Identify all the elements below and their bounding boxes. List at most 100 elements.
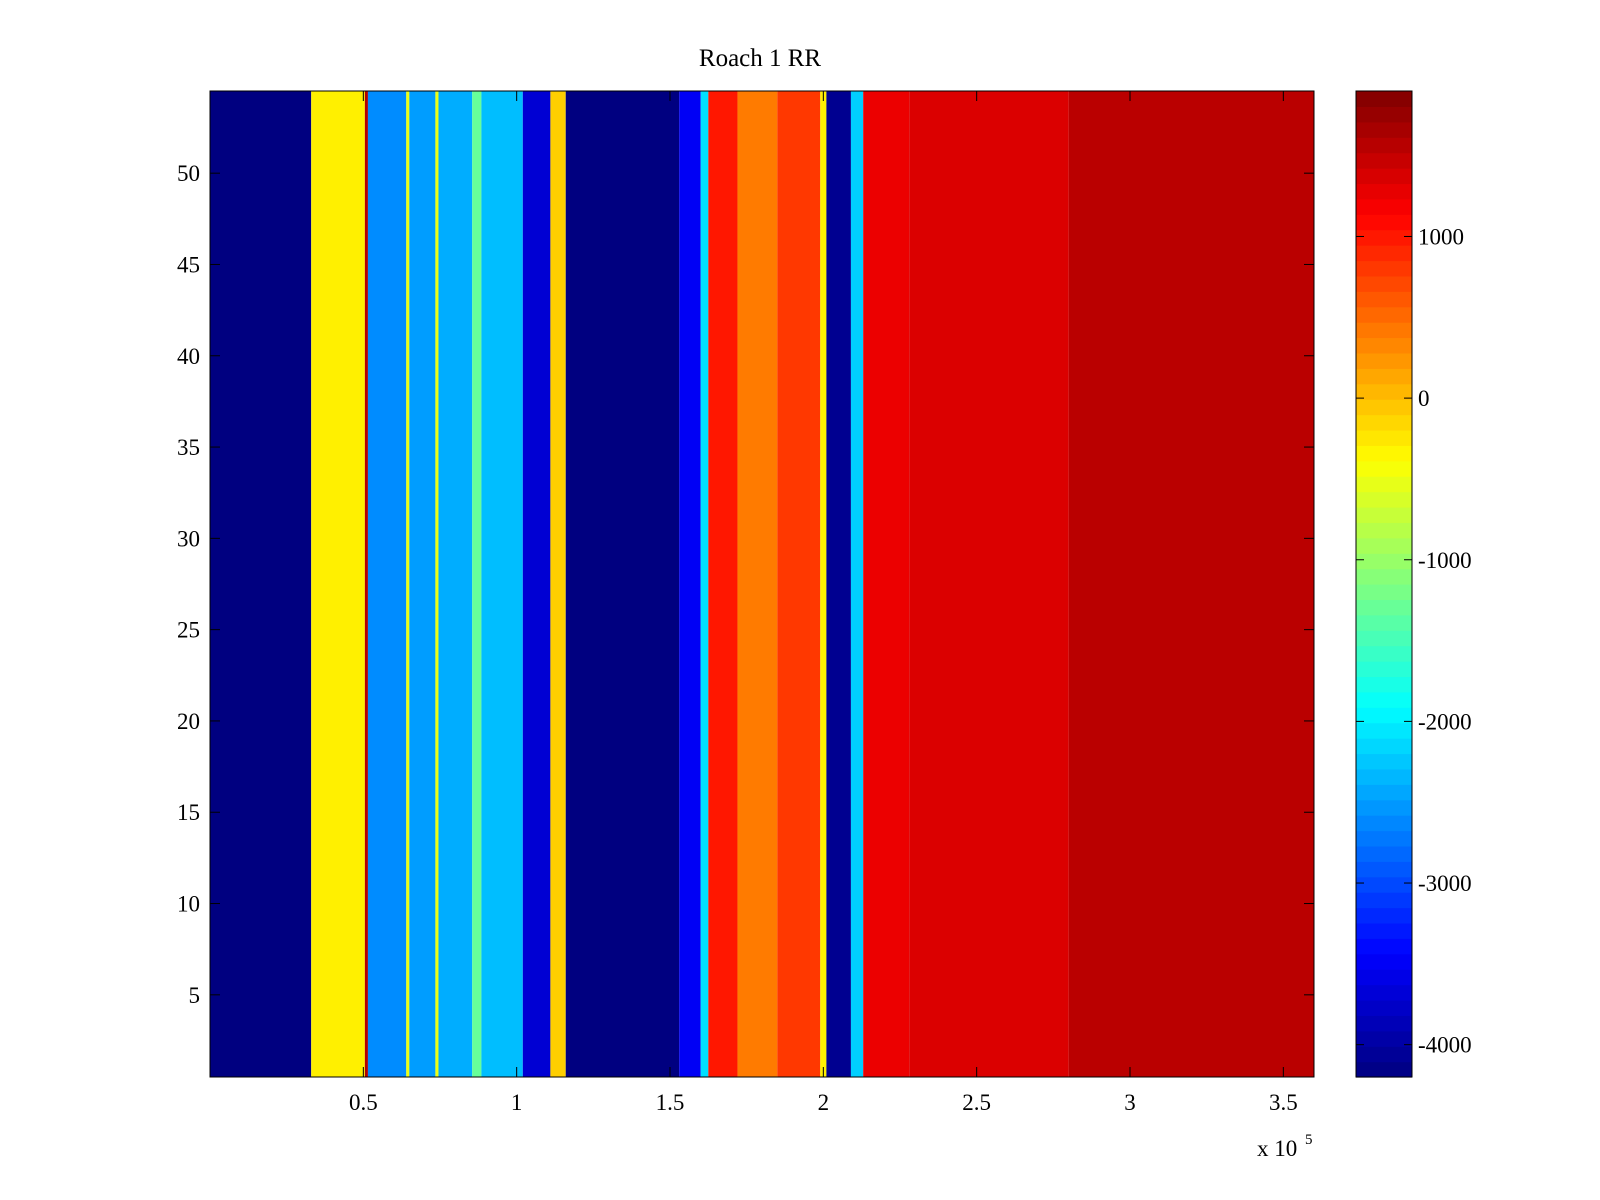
colorbar-segment: [1356, 476, 1412, 493]
colorbar-tick-label: -3000: [1418, 871, 1472, 896]
colorbar-segment: [1356, 614, 1412, 631]
y-tick-label: 10: [177, 892, 200, 917]
heatmap-band: [700, 91, 709, 1077]
x-tick-label: 0.5: [349, 1090, 378, 1115]
colorbar-segment: [1356, 815, 1412, 832]
x-tick-label: 2.5: [962, 1090, 991, 1115]
colorbar-segment: [1356, 892, 1412, 909]
colorbar-segment: [1356, 953, 1412, 970]
x-tick-label: 1: [511, 1090, 523, 1115]
colorbar-segment: [1356, 383, 1412, 400]
colorbar-segment: [1356, 352, 1412, 369]
heatmap-band: [737, 91, 778, 1077]
x-exponent-label: x 10 5: [1257, 1132, 1313, 1161]
colorbar-segment: [1356, 922, 1412, 939]
heatmap-band: [481, 91, 523, 1077]
colorbar-segment: [1356, 876, 1412, 893]
colorbar-segment: [1356, 275, 1412, 292]
colorbar-segment: [1356, 630, 1412, 647]
colorbar-segment: [1356, 414, 1412, 431]
heatmap-band: [364, 91, 368, 1077]
heatmap-band: [522, 91, 551, 1077]
colorbar-segment: [1356, 584, 1412, 601]
chart-title: Roach 1 RR: [699, 45, 822, 72]
heatmap-band: [1068, 91, 1314, 1077]
heatmap-band: [863, 91, 910, 1077]
colorbar-segment: [1356, 799, 1412, 816]
colorbar-segment: [1356, 707, 1412, 724]
colorbar-segment: [1356, 91, 1412, 108]
heatmap-band: [850, 91, 864, 1077]
heatmap-band: [435, 91, 439, 1077]
heatmap-band: [550, 91, 566, 1077]
y-tick-label: 25: [177, 618, 200, 643]
heatmap-band: [311, 91, 365, 1077]
colorbar-segment: [1356, 1061, 1412, 1078]
colorbar-segment: [1356, 645, 1412, 662]
colorbar-segment: [1356, 568, 1412, 585]
heatmap-band: [367, 91, 407, 1077]
heatmap-band: [409, 91, 436, 1077]
heatmap-band: [820, 91, 827, 1077]
colorbar-segment: [1356, 198, 1412, 215]
y-tick-label: 40: [177, 344, 200, 369]
y-axis: 5 10 15 20 25 30 35 40 45 50: [177, 161, 1314, 1008]
x-tick-label: 3: [1124, 1090, 1136, 1115]
colorbar-segment: [1356, 784, 1412, 801]
colorbar-segment: [1356, 753, 1412, 770]
colorbar-frame: [1355, 90, 1413, 1078]
colorbar-segment: [1356, 137, 1412, 154]
heatmap-band: [472, 91, 482, 1077]
colorbar-segment: [1356, 768, 1412, 785]
colorbar-segment: [1356, 337, 1412, 354]
colorbar-segment: [1356, 121, 1412, 138]
colorbar-segment: [1356, 291, 1412, 308]
colorbar-tick-label: 0: [1418, 386, 1430, 411]
y-tick-label: 30: [177, 526, 200, 551]
colorbar-segment: [1356, 553, 1412, 570]
y-tick-label: 35: [177, 435, 200, 460]
colorbar-segment: [1356, 999, 1412, 1016]
colorbar-segment: [1356, 722, 1412, 739]
x-exponent-power: 5: [1305, 1132, 1313, 1148]
colorbar-segment: [1356, 984, 1412, 1001]
colorbar-segment: [1356, 599, 1412, 616]
y-tick-label: 50: [177, 161, 200, 186]
colorbar-segment: [1356, 738, 1412, 755]
colorbar-segment: [1356, 491, 1412, 508]
heatmap-band: [679, 91, 701, 1077]
colorbar-segment: [1356, 445, 1412, 462]
colorbar-segment: [1356, 429, 1412, 446]
plot-frame: [209, 90, 1315, 1078]
colorbar-tick-label: -1000: [1418, 548, 1472, 573]
colorbar-segment: [1356, 1046, 1412, 1063]
x-exponent-prefix: x 10: [1257, 1136, 1297, 1161]
heatmap-band: [210, 91, 312, 1077]
colorbar-segment: [1356, 691, 1412, 708]
y-tick-label: 20: [177, 709, 200, 734]
heatmap-band: [909, 91, 1069, 1077]
heatmap: [210, 91, 1314, 1077]
colorbar-segment: [1356, 537, 1412, 554]
colorbar-segment: [1356, 676, 1412, 693]
heatmap-band: [406, 91, 410, 1077]
colorbar-segment: [1356, 183, 1412, 200]
colorbar-segment: [1356, 1030, 1412, 1047]
heatmap-band: [565, 91, 680, 1077]
y-tick-label: 45: [177, 252, 200, 277]
colorbar-segment: [1356, 907, 1412, 924]
colorbar-segment: [1356, 214, 1412, 231]
x-tick-label: 3.5: [1269, 1090, 1298, 1115]
y-tick-label: 5: [189, 983, 201, 1008]
colorbar-segment: [1356, 368, 1412, 385]
colorbar-segment: [1356, 506, 1412, 523]
y-tick-label: 15: [177, 800, 200, 825]
heatmap-band: [826, 91, 851, 1077]
colorbar-segment: [1356, 399, 1412, 416]
colorbar-segment: [1356, 306, 1412, 323]
heatmap-band: [777, 91, 821, 1077]
colorbar-segment: [1356, 845, 1412, 862]
colorbar-axis: 1000 0 -1000 -2000 -3000 -4000: [1356, 224, 1472, 1058]
colorbar-tick-label: 1000: [1418, 224, 1464, 249]
